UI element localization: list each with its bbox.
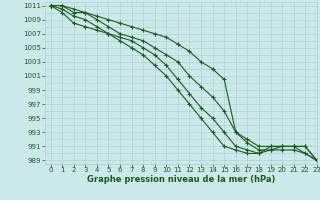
X-axis label: Graphe pression niveau de la mer (hPa): Graphe pression niveau de la mer (hPa) — [87, 175, 275, 184]
